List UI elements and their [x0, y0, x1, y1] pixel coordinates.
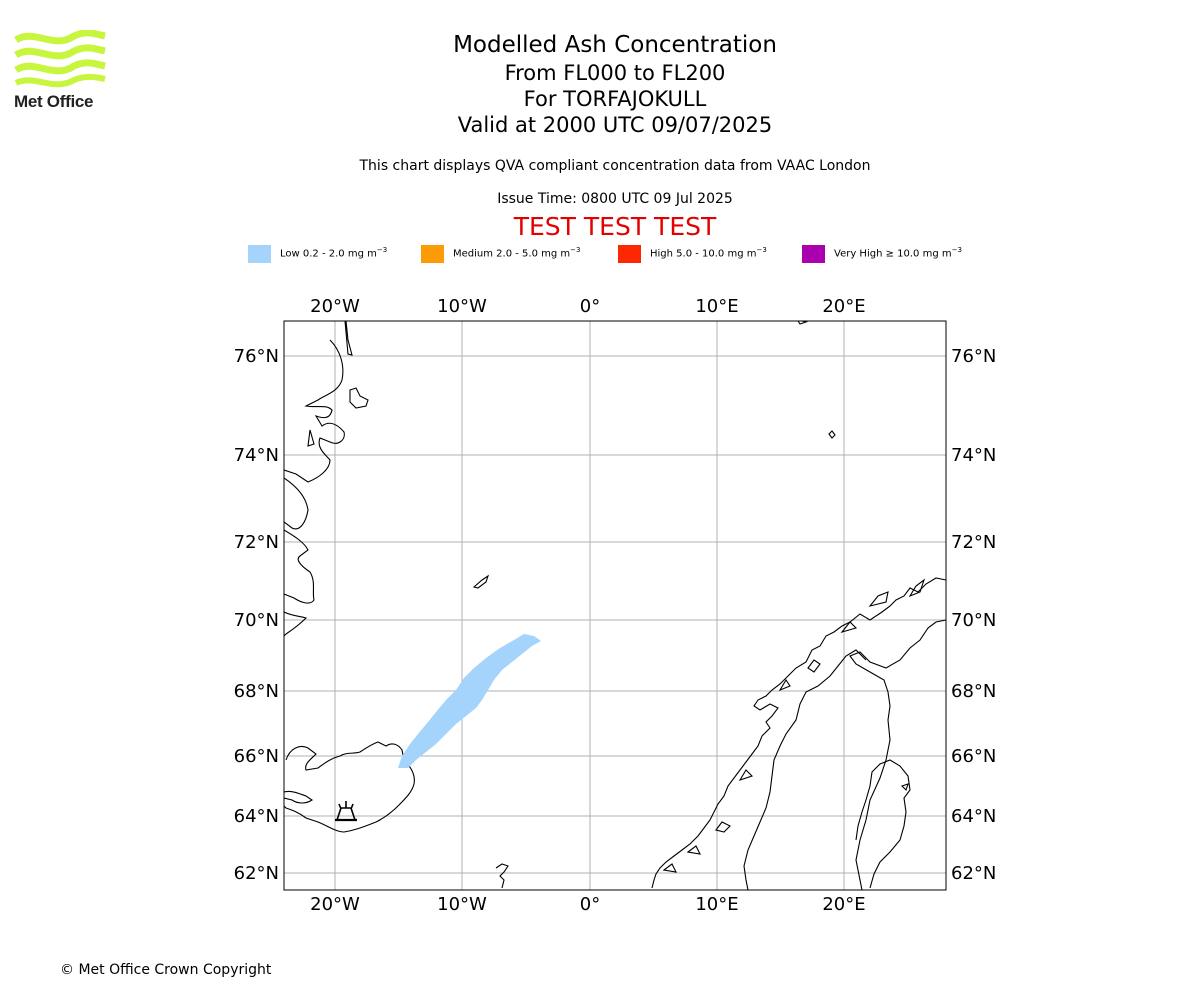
ash-plume: [398, 634, 541, 768]
test-banner: TEST TEST TEST: [513, 212, 717, 241]
lon-label-top: 0°: [580, 296, 600, 317]
subtitle: This chart displays QVA compliant concen…: [359, 158, 871, 174]
map-frame: [283, 320, 947, 891]
legend-unit-exponent: −3: [570, 246, 581, 254]
lon-label-bottom: 20°E: [822, 894, 865, 915]
legend-label: Medium 2.0 - 5.0 mg m: [453, 248, 571, 260]
lat-label-right: 66°N: [951, 746, 996, 767]
lat-label-right: 62°N: [951, 863, 996, 884]
lon-label-bottom: 20°W: [310, 894, 360, 915]
legend-label: Very High ≥ 10.0 mg m: [834, 248, 952, 260]
legend-swatch: [421, 245, 444, 263]
title-line-4: Valid at 2000 UTC 09/07/2025: [457, 113, 773, 137]
lon-label-bottom: 0°: [580, 894, 600, 915]
iceland-coastline: [284, 741, 415, 833]
chart-title-block: Modelled Ash Concentration From FL000 to…: [0, 30, 1200, 138]
lat-label-right: 72°N: [951, 532, 996, 553]
title-line-2: From FL000 to FL200: [504, 61, 726, 85]
logo-text: Met Office: [14, 92, 94, 111]
jan-mayen-coastline: [472, 574, 490, 589]
copyright-notice: © Met Office Crown Copyright: [60, 962, 272, 978]
bear-island-coastline: [828, 430, 836, 439]
legend-swatch: [248, 245, 271, 263]
lat-label-left: 70°N: [234, 610, 279, 631]
lon-label-top: 20°W: [310, 296, 360, 317]
greenland-islands: [307, 387, 369, 447]
lon-label-bottom: 10°E: [695, 894, 738, 915]
lon-label-top: 10°E: [695, 296, 738, 317]
lat-label-left: 66°N: [234, 746, 279, 767]
faroe-coastline: [495, 863, 509, 889]
met-office-waves-icon: [14, 29, 106, 88]
legend-swatch: [802, 245, 825, 263]
lat-label-right: 70°N: [951, 610, 996, 631]
norway-coastline: [651, 577, 946, 889]
lon-label-bottom: 10°W: [437, 894, 487, 915]
lat-label-left: 74°N: [234, 445, 279, 466]
lon-label-top: 20°E: [822, 296, 865, 317]
greenland-coastline: [284, 321, 353, 637]
graticule: [284, 321, 946, 890]
norway-islands: [662, 578, 926, 873]
finland-lake-islands: [900, 783, 909, 792]
lat-label-right: 68°N: [951, 681, 996, 702]
legend-label: High 5.0 - 10.0 mg m: [650, 248, 757, 260]
lat-label-right: 76°N: [951, 346, 996, 367]
legend-unit-exponent: −3: [376, 246, 388, 254]
issue-time: Issue Time: 0800 UTC 09 Jul 2025: [497, 191, 733, 207]
lat-label-left: 62°N: [234, 863, 279, 884]
scandinavia-borders: [743, 619, 946, 890]
legend-label: Low 0.2 - 2.0 mg m: [280, 248, 377, 260]
lat-label-left: 68°N: [234, 681, 279, 702]
legend-unit-exponent: −3: [951, 246, 962, 254]
met-office-logo: Met Office: [14, 29, 106, 112]
lat-label-left: 72°N: [234, 532, 279, 553]
legend-unit-exponent: −3: [756, 246, 767, 254]
lat-label-right: 64°N: [951, 806, 996, 827]
volcano-icon: [335, 801, 357, 822]
lat-label-left: 76°N: [234, 346, 279, 367]
legend-swatch: [618, 245, 641, 263]
title-line-1: Modelled Ash Concentration: [453, 32, 777, 58]
lat-label-left: 64°N: [234, 806, 279, 827]
lat-label-right: 74°N: [951, 445, 996, 466]
lon-label-top: 10°W: [437, 296, 487, 317]
title-line-3: For TORFAJOKULL: [523, 87, 707, 111]
